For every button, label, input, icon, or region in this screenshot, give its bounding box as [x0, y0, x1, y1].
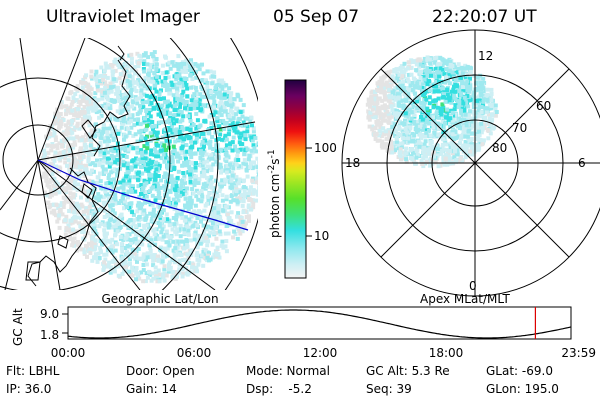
- mlat-label-80: 80: [492, 141, 507, 155]
- instrument-title: Ultraviolet Imager: [46, 7, 200, 27]
- door-status: Door: Open: [126, 364, 195, 378]
- aurora-image-geographic: [40, 50, 258, 284]
- glon-status: GLon: 195.0: [486, 382, 559, 396]
- aurora-image-polar: [365, 55, 499, 169]
- filter-status: Flt: LBHL: [6, 364, 60, 378]
- polar-plot: 12 18 6 0 60 70 80: [341, 29, 600, 297]
- date-label: 05 Sep 07: [273, 7, 360, 27]
- altitude-xtick-0600: 06:00: [177, 346, 212, 360]
- altitude-ylabel: GC Alt: [11, 308, 25, 346]
- altitude-ytick-high: 9.0: [40, 307, 59, 321]
- ground-track: [37, 159, 249, 231]
- geographic-map: [0, 38, 258, 290]
- mode-status: Mode: Normal: [246, 364, 330, 378]
- colorbar-unit-sup1: -2: [267, 165, 277, 174]
- altitude-ytick-low: 1.8: [40, 328, 59, 342]
- colorbar-label-100: 100: [314, 141, 337, 155]
- colorbar-unit-s: s: [268, 158, 282, 164]
- colorbar-unit: photon cm-2s-1: [267, 149, 282, 238]
- colorbar-scale: [284, 79, 307, 279]
- gain-status: Gain: 14: [126, 382, 177, 396]
- lat-lon-grid: [0, 38, 258, 290]
- ip-status: IP: 36.0: [6, 382, 52, 396]
- dsp-status: Dsp: -5.2: [246, 382, 312, 396]
- gc-alt-status: GC Alt: 5.3 Re: [366, 364, 450, 378]
- colorbar-unit-sup2: -1: [267, 149, 277, 158]
- mlat-label-70: 70: [512, 121, 527, 135]
- colorbar-label-10: 10: [314, 229, 329, 243]
- altitude-curve: [67, 309, 572, 339]
- altitude-timeline: GC Alt 9.0 1.8 00:00 06:00 12:00 18:00 2…: [11, 306, 596, 360]
- polar-caption: Apex MLat/MLT: [420, 292, 510, 306]
- colorbar-unit-text: photon cm: [268, 174, 282, 238]
- mlt-label-0: 0: [469, 279, 477, 293]
- mlt-label-6: 6: [578, 156, 586, 170]
- altitude-xtick-1200: 12:00: [303, 346, 338, 360]
- altitude-frame: [67, 306, 572, 340]
- glat-status: GLat: -69.0: [486, 364, 553, 378]
- altitude-xtick-0000: 00:00: [51, 346, 86, 360]
- colorbar: 100 10 photon cm-2s-1: [267, 79, 337, 279]
- altitude-xtick-1800: 18:00: [429, 346, 464, 360]
- time-label: 22:20:07 UT: [432, 7, 537, 27]
- altitude-xtick-2359: 23:59: [561, 346, 596, 360]
- seq-status: Seq: 39: [366, 382, 412, 396]
- geographic-caption: Geographic Lat/Lon: [101, 292, 218, 306]
- mlt-label-18: 18: [345, 156, 360, 170]
- polar-grid: [341, 29, 600, 297]
- mlt-label-12: 12: [478, 49, 493, 63]
- mlat-label-60: 60: [536, 99, 551, 113]
